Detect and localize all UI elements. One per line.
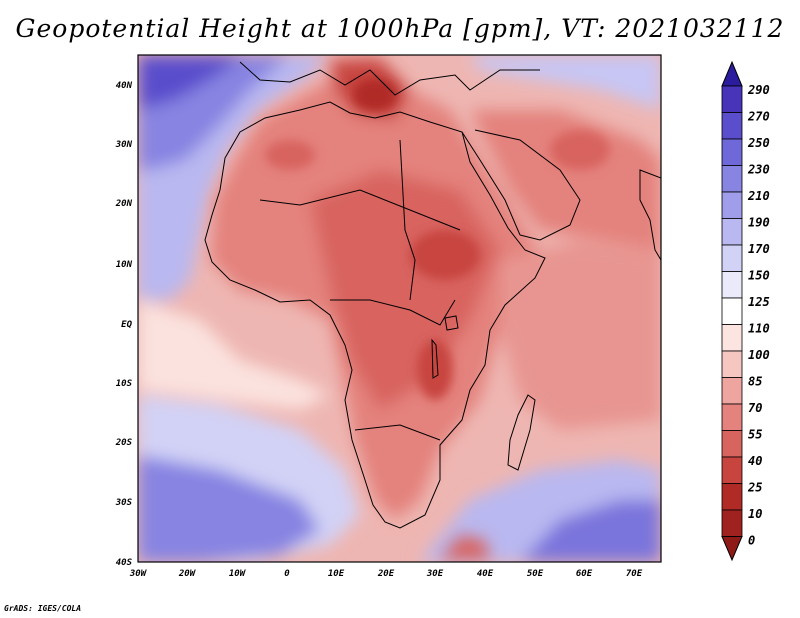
lat-tick-label: 10S [116, 379, 133, 389]
lake-tanganyika [431, 338, 439, 379]
lat-tick-label: 20N [115, 199, 133, 209]
colorbar-swatch [721, 218, 743, 246]
lat-tick-label: EQ [121, 320, 132, 330]
lat-tick-label: 20S [115, 438, 133, 448]
colorbar-label: 40 [748, 454, 762, 468]
chart-title: Geopotential Height at 1000hPa [gpm], VT… [15, 14, 785, 43]
colorbar-swatch [721, 456, 743, 484]
colorbar-label: 150 [748, 269, 770, 283]
colorbar-swatch [721, 377, 743, 405]
lat-tick-label: 30N [115, 140, 133, 150]
colorbar-label: 250 [747, 136, 770, 150]
central-africa-low [310, 170, 500, 410]
lat-axis: 40N 30N 20N 10N EQ 10S 20S 30S 40S [115, 81, 133, 568]
sahel-border [259, 189, 461, 231]
mozambique-low [440, 535, 490, 560]
arabia-outline [474, 129, 581, 241]
colorbar-label: 25 [747, 481, 762, 495]
colorbar-label: 10 [748, 507, 762, 521]
lon-tick-label: 30E [426, 569, 444, 579]
colorbar-swatch [721, 85, 743, 113]
south-indian-core [520, 500, 661, 562]
southern-border [354, 424, 441, 441]
colorbar-swatch [721, 191, 743, 219]
colorbar-swatch [721, 297, 743, 325]
colorbar-swatch [721, 271, 743, 299]
red-sea-outline [461, 131, 521, 236]
lon-tick-label: 10E [328, 569, 345, 579]
rift-valley-low-core [417, 340, 453, 400]
arabia-low [470, 110, 661, 250]
colorbar-top-arrow [721, 60, 743, 87]
aegean-low-core [353, 79, 397, 111]
lon-tick-label: 20W [178, 569, 197, 579]
colorbar-labels: 290 270 250 230 210 190 170 150 125 110 … [747, 83, 770, 548]
lon-tick-label: 10W [229, 569, 247, 579]
europe-coast [239, 61, 540, 96]
lon-tick-label: 70E [626, 569, 643, 579]
colorbar-label: 110 [748, 322, 770, 336]
lake-victoria [444, 315, 459, 331]
colorbar-swatches [721, 85, 743, 537]
colorbar-bottom-arrow [721, 536, 743, 562]
colorbar-swatch [721, 350, 743, 378]
colorbar-label: 0 [748, 534, 755, 548]
nile-border [399, 139, 416, 301]
footer-credit: GrADS: IGES/COLA [4, 604, 82, 613]
africa-coastline [204, 101, 546, 529]
colorbar-swatch [721, 403, 743, 431]
colorbar-swatch [721, 430, 743, 458]
colorbar-swatch [721, 112, 743, 140]
colorbar-label: 85 [748, 375, 762, 389]
north-atlantic-center [138, 55, 245, 110]
south-atlantic-core [138, 455, 320, 562]
colorbar-swatch [721, 324, 743, 352]
colorbar-label: 270 [747, 110, 770, 124]
colorbar: 290 270 250 230 210 190 170 150 125 110 … [721, 60, 770, 562]
lat-tick-label: 30S [115, 498, 133, 508]
colorbar-label: 100 [748, 348, 770, 362]
morocco-low-core [265, 140, 315, 170]
lon-tick-label: 20E [377, 569, 395, 579]
indian-ocean-pink [500, 240, 661, 430]
colorbar-swatch [721, 509, 743, 537]
red-cores [265, 79, 610, 400]
lat-tick-label: 40S [116, 558, 133, 568]
east-asia-blue [470, 55, 661, 110]
lon-tick-label: 0 [284, 569, 290, 579]
colorbar-swatch [721, 483, 743, 511]
colorbar-label: 170 [748, 242, 770, 256]
colorbar-swatch [721, 138, 743, 166]
colorbar-label: 210 [747, 189, 770, 203]
madagascar-outline [507, 394, 536, 471]
lat-tick-label: 10N [116, 260, 133, 270]
colorbar-label: 230 [747, 163, 770, 177]
colorbar-swatch [721, 244, 743, 272]
colorbar-label: 190 [748, 216, 770, 230]
coastlines [204, 61, 661, 529]
field-shading [138, 55, 661, 562]
colorbar-label: 70 [748, 401, 762, 415]
colorbar-label: 290 [747, 83, 770, 97]
colorbar-label: 55 [748, 428, 762, 442]
lon-tick-label: 30W [129, 569, 148, 579]
lon-tick-label: 50E [527, 569, 544, 579]
lat-tick-label: 40N [116, 81, 133, 91]
colorbar-swatch [721, 165, 743, 193]
lon-axis: 30W 20W 10W 0 10E 20E 30E 40E 50E 60E 70… [129, 569, 643, 579]
congo-border [330, 299, 456, 326]
pale-equatorial-band [138, 300, 330, 410]
blue-regions [138, 55, 661, 562]
india-outline [639, 169, 661, 261]
lon-tick-label: 40E [477, 569, 494, 579]
map-frame [137, 54, 662, 563]
colorbar-label: 125 [748, 295, 770, 309]
iran-low-core [550, 130, 610, 170]
sudan-low-core [410, 230, 480, 280]
lon-tick-label: 60E [576, 569, 593, 579]
